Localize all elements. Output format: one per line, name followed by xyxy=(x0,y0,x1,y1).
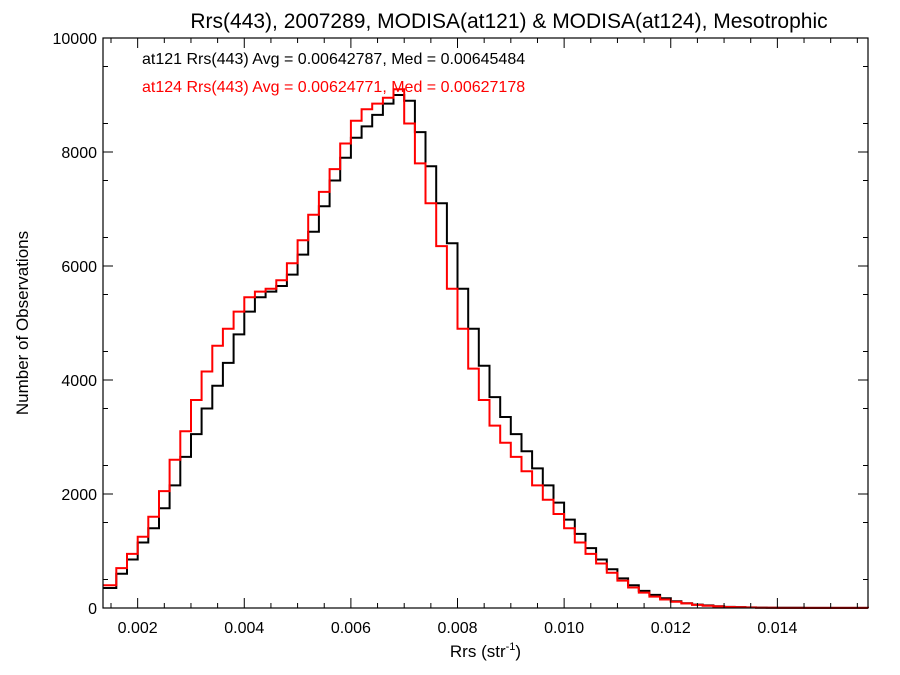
x-tick-label: 0.014 xyxy=(757,620,797,637)
x-tick-label: 0.002 xyxy=(118,620,158,637)
series-line-at124 xyxy=(103,88,869,609)
legend-annotations: at121 Rrs(443) Avg = 0.00642787, Med = 0… xyxy=(142,51,525,96)
stats-annotation-at121: at121 Rrs(443) Avg = 0.00642787, Med = 0… xyxy=(142,51,525,68)
y-tick-label: 8000 xyxy=(61,145,97,162)
x-tick-label: 0.006 xyxy=(331,620,371,637)
stats-annotation-at124: at124 Rrs(443) Avg = 0.00624771, Med = 0… xyxy=(142,79,525,96)
x-tick-label: 0.012 xyxy=(651,620,691,637)
x-axis-label-end: ) xyxy=(515,642,521,661)
x-axis-label: Rrs (str-1) xyxy=(450,641,521,661)
x-axis-label-sup: -1 xyxy=(506,641,516,653)
x-tick-label: 0.010 xyxy=(544,620,584,637)
x-tick-label: 0.008 xyxy=(437,620,477,637)
y-tick-label: 4000 xyxy=(61,373,97,390)
y-tick-label: 10000 xyxy=(53,31,98,48)
chart-title: Rrs(443), 2007289, MODISA(at121) & MODIS… xyxy=(190,10,827,33)
y-tick-label: 0 xyxy=(88,601,97,618)
y-axis-label: Number of Observations xyxy=(13,231,32,415)
y-tick-label: 6000 xyxy=(61,259,97,276)
x-tick-label: 0.004 xyxy=(224,620,264,637)
x-axis-label-main: Rrs (str xyxy=(450,642,506,661)
ticks-layer: 0.002 0.004 0.006 0.008 0.010 0.012 0.014 0 2000… xyxy=(53,31,868,637)
y-tick-label: 2000 xyxy=(61,487,97,504)
series-layer xyxy=(103,88,869,609)
plot-frame xyxy=(102,37,869,609)
